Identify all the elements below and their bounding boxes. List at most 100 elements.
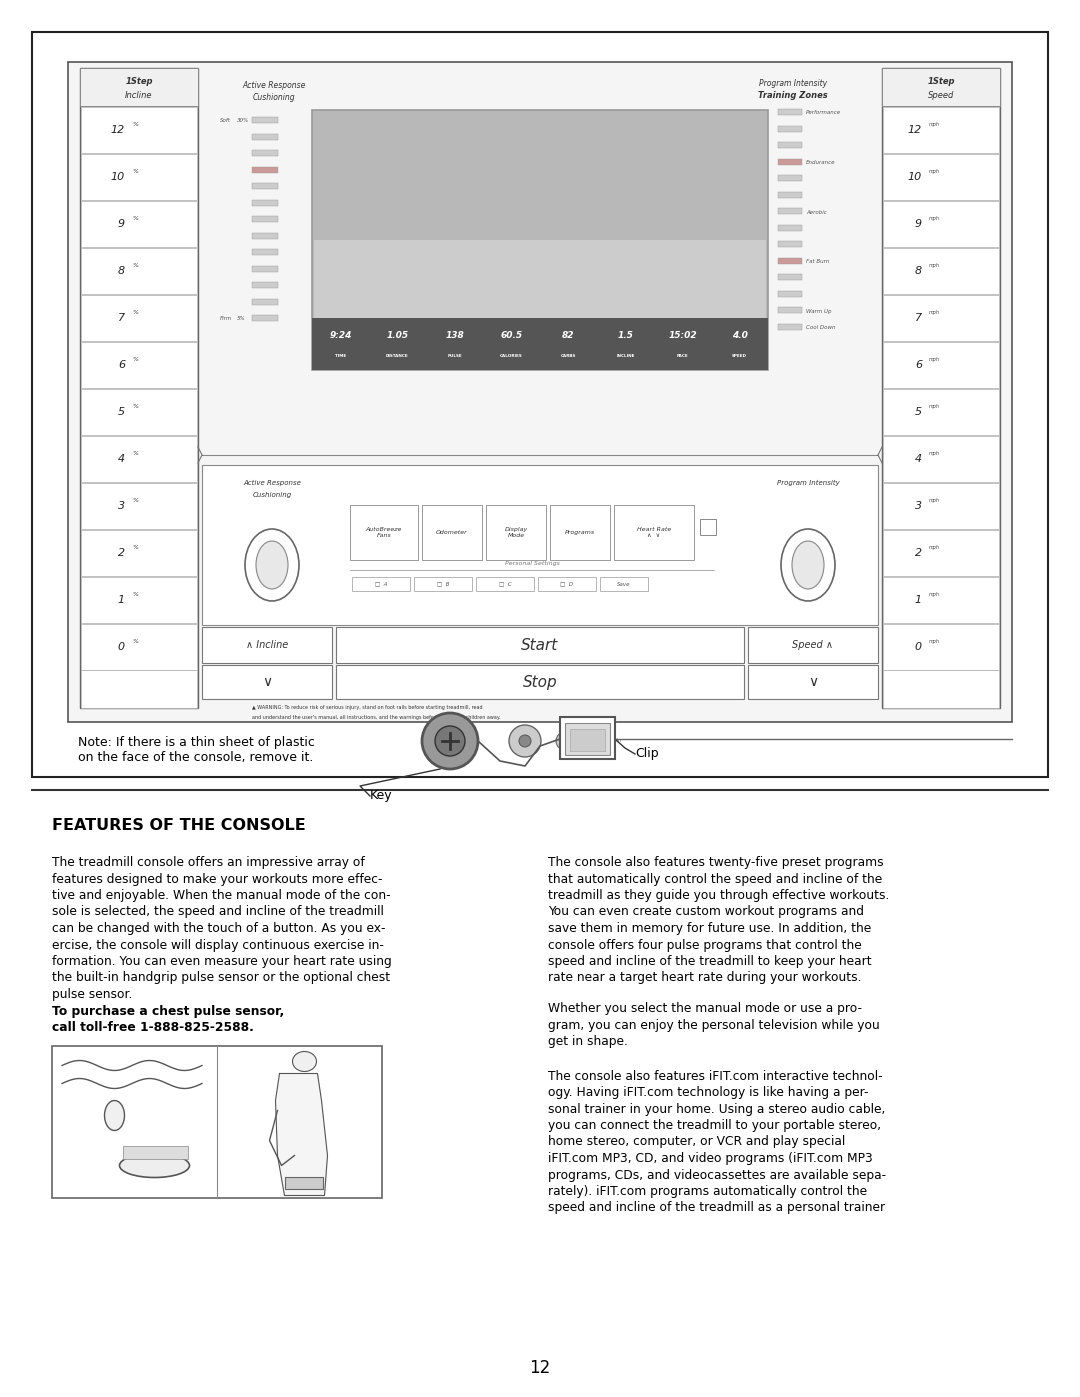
- Text: 9: 9: [915, 218, 922, 229]
- Bar: [314, 240, 766, 367]
- Bar: [486, 504, 546, 560]
- Text: 5%: 5%: [237, 317, 246, 321]
- Text: %: %: [132, 592, 138, 598]
- Text: 1Step: 1Step: [125, 77, 152, 87]
- Bar: [414, 577, 472, 591]
- Text: AutoBreeze
Fans: AutoBreeze Fans: [366, 527, 402, 538]
- Text: 8: 8: [118, 265, 125, 275]
- Bar: [81, 624, 197, 671]
- Ellipse shape: [245, 529, 299, 601]
- Text: mph: mph: [929, 404, 940, 409]
- Text: 7: 7: [915, 313, 922, 323]
- Text: 0: 0: [915, 641, 922, 652]
- Bar: [883, 295, 999, 341]
- Text: formation. You can even measure your heart rate using: formation. You can even measure your hea…: [52, 956, 392, 968]
- Bar: [32, 32, 1048, 777]
- Text: 1.05: 1.05: [387, 331, 408, 341]
- Bar: [778, 257, 802, 264]
- Text: 4: 4: [118, 454, 125, 464]
- Text: 12: 12: [111, 124, 125, 134]
- Text: 9: 9: [118, 218, 125, 229]
- Text: Interactive In: Interactive In: [585, 739, 621, 743]
- Bar: [350, 504, 418, 560]
- Bar: [778, 175, 802, 182]
- Bar: [778, 208, 802, 214]
- Bar: [883, 531, 999, 577]
- Text: 8: 8: [915, 265, 922, 275]
- Text: CALORIES: CALORIES: [500, 353, 523, 358]
- Bar: [882, 68, 1000, 708]
- Bar: [252, 265, 278, 271]
- Text: Training Zones: Training Zones: [758, 91, 828, 101]
- Bar: [252, 314, 278, 321]
- Bar: [202, 627, 332, 664]
- Bar: [778, 158, 802, 165]
- Bar: [81, 483, 197, 529]
- Bar: [252, 299, 278, 305]
- Text: □  B: □ B: [436, 581, 449, 587]
- Text: mph: mph: [929, 545, 940, 550]
- Bar: [883, 671, 999, 708]
- Bar: [476, 577, 534, 591]
- Text: Heart Rate
∧  ∨: Heart Rate ∧ ∨: [637, 527, 671, 538]
- Text: %: %: [132, 640, 138, 644]
- Text: ∨: ∨: [808, 675, 818, 689]
- Text: Speed ∧: Speed ∧: [793, 640, 834, 650]
- Text: mph: mph: [929, 169, 940, 175]
- Text: 15:02: 15:02: [669, 331, 697, 341]
- Bar: [778, 291, 802, 296]
- Text: %: %: [132, 122, 138, 127]
- Text: Active Response: Active Response: [242, 81, 306, 91]
- Text: The treadmill console offers an impressive array of: The treadmill console offers an impressi…: [52, 856, 365, 869]
- Text: mph: mph: [929, 263, 940, 268]
- Text: Cushioning: Cushioning: [253, 94, 295, 102]
- Bar: [778, 242, 802, 247]
- Bar: [122, 1146, 188, 1158]
- Bar: [883, 154, 999, 200]
- Text: rate near a target heart rate during your workouts.: rate near a target heart rate during you…: [548, 971, 862, 985]
- Bar: [700, 520, 716, 535]
- Text: Incline: Incline: [125, 91, 152, 101]
- Bar: [284, 1176, 323, 1189]
- Text: Program Intensity: Program Intensity: [759, 80, 827, 88]
- Text: Endurance: Endurance: [806, 161, 836, 165]
- Text: mph: mph: [929, 310, 940, 316]
- Text: 82: 82: [563, 331, 575, 341]
- Text: mph: mph: [929, 592, 940, 598]
- Text: %: %: [132, 310, 138, 316]
- Bar: [615, 504, 694, 560]
- Bar: [336, 627, 744, 664]
- Text: Odometer: Odometer: [436, 529, 468, 535]
- Text: 1.5: 1.5: [618, 331, 634, 341]
- Text: 138: 138: [445, 331, 464, 341]
- Text: Performance: Performance: [806, 110, 841, 116]
- Text: %: %: [132, 545, 138, 550]
- Bar: [883, 483, 999, 529]
- Text: the built-in handgrip pulse sensor or the optional chest: the built-in handgrip pulse sensor or th…: [52, 971, 390, 985]
- Circle shape: [509, 725, 541, 757]
- Bar: [68, 61, 1012, 722]
- Text: ercise, the console will display continuous exercise in-: ercise, the console will display continu…: [52, 939, 383, 951]
- Bar: [561, 717, 615, 759]
- Text: ∨: ∨: [262, 675, 272, 689]
- Text: that automatically control the speed and incline of the: that automatically control the speed and…: [548, 873, 882, 886]
- Text: Save: Save: [618, 581, 631, 587]
- Bar: [252, 217, 278, 222]
- Text: 5: 5: [915, 407, 922, 416]
- Ellipse shape: [781, 529, 835, 601]
- Bar: [81, 531, 197, 577]
- Bar: [336, 665, 744, 698]
- Text: 10: 10: [111, 172, 125, 182]
- Circle shape: [435, 726, 465, 756]
- Bar: [883, 436, 999, 482]
- Text: 1: 1: [118, 595, 125, 605]
- Text: %: %: [132, 404, 138, 409]
- Text: 6: 6: [915, 359, 922, 370]
- Text: console offers four pulse programs that control the: console offers four pulse programs that …: [548, 939, 862, 951]
- Text: ▲ WARNING: To reduce risk of serious injury, stand on foot rails before starting: ▲ WARNING: To reduce risk of serious inj…: [252, 705, 483, 710]
- Bar: [252, 183, 278, 189]
- Text: sonal trainer in your home. Using a stereo audio cable,: sonal trainer in your home. Using a ster…: [548, 1102, 886, 1115]
- Text: CARBS: CARBS: [561, 353, 577, 358]
- Text: %: %: [132, 499, 138, 503]
- Bar: [80, 68, 198, 708]
